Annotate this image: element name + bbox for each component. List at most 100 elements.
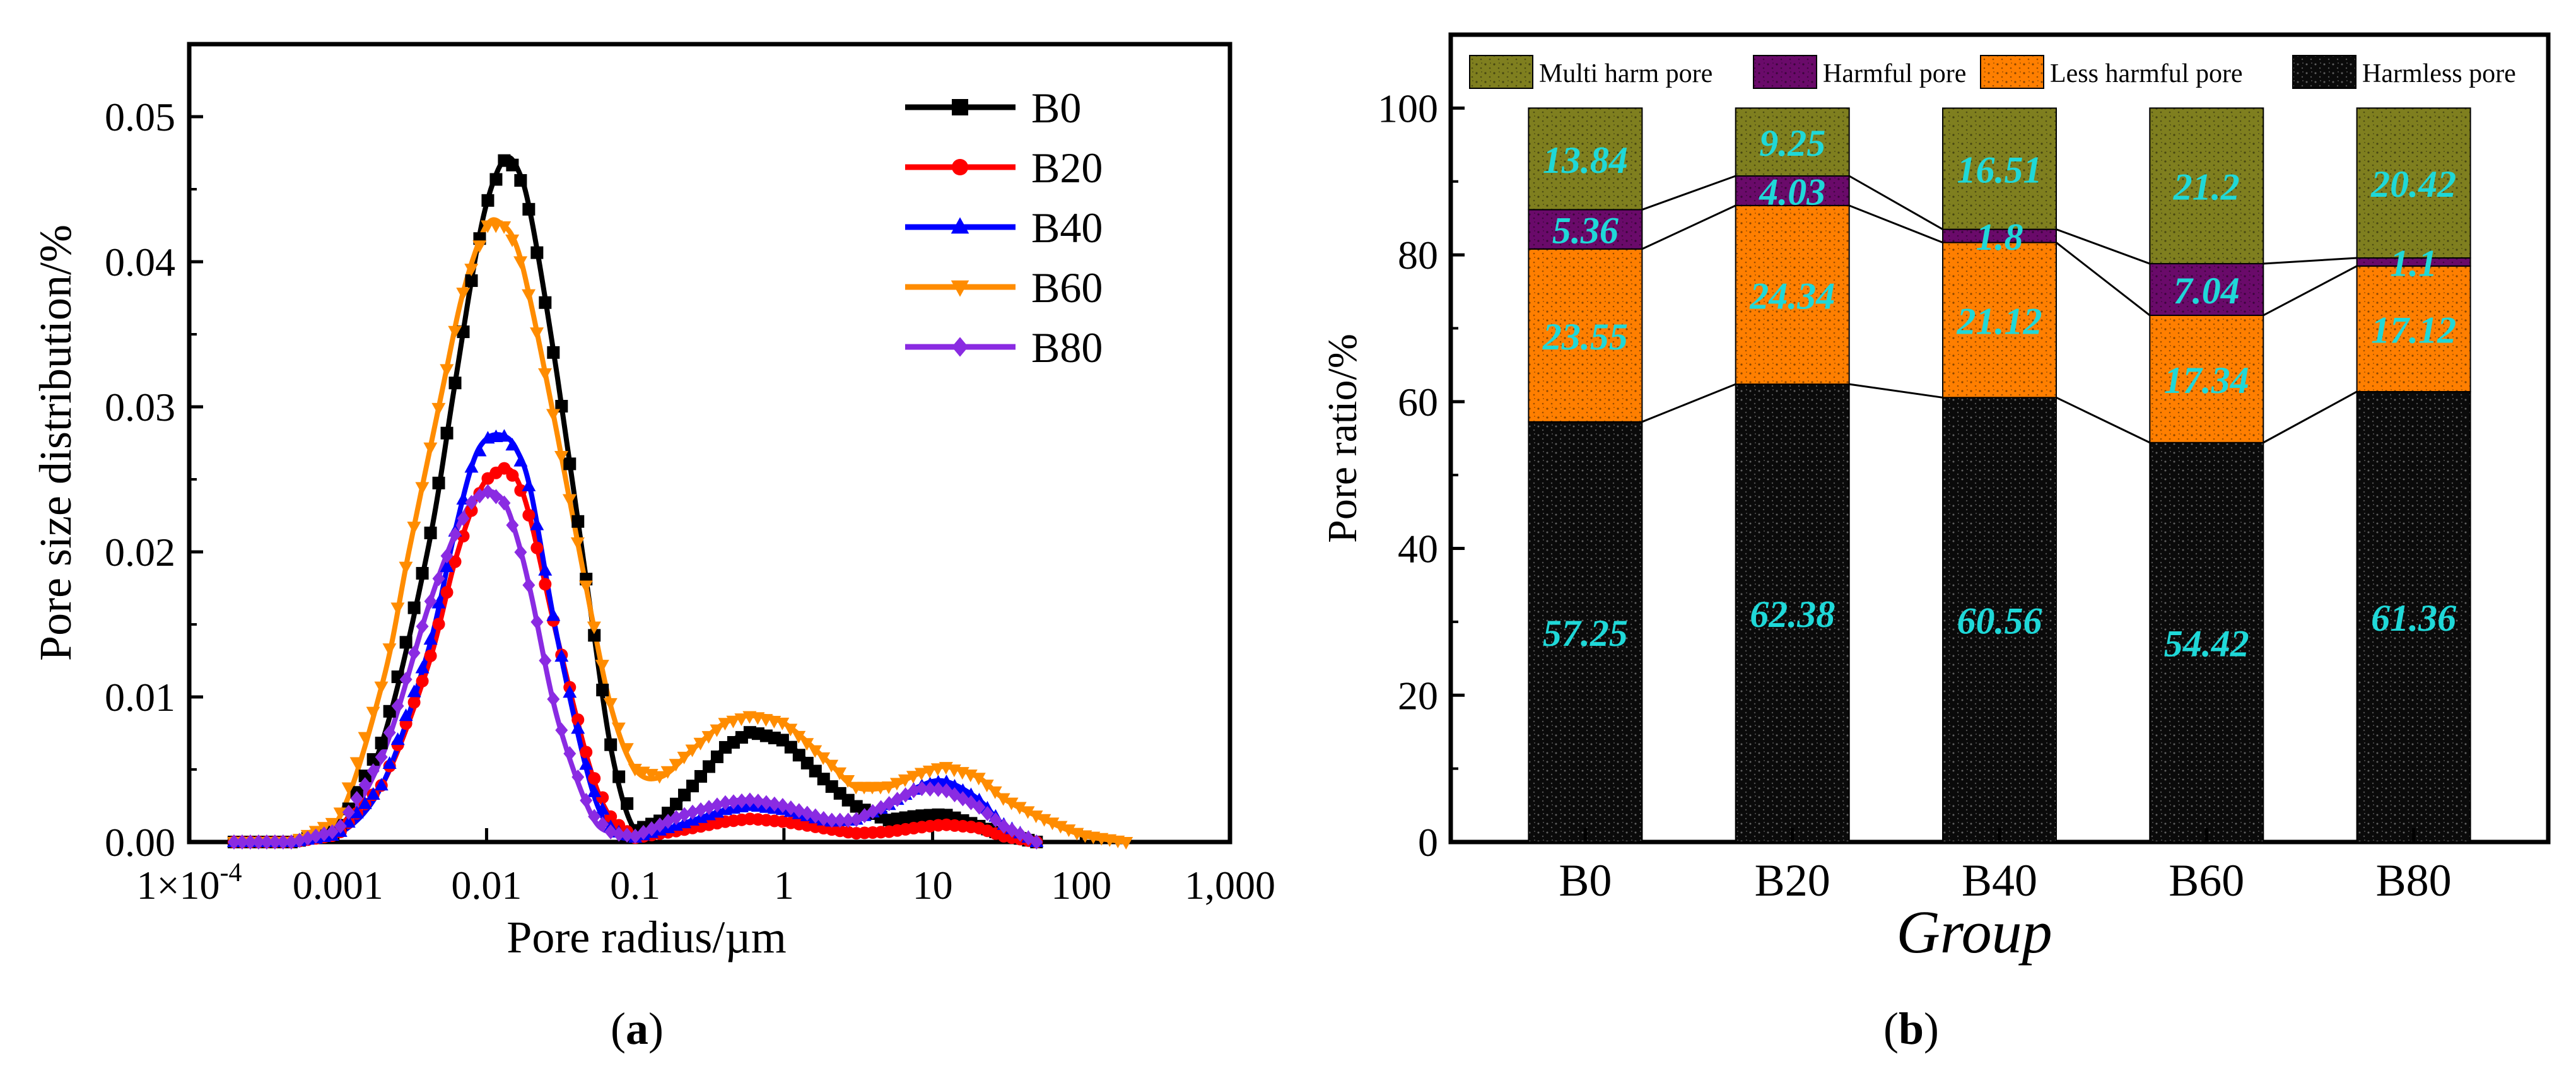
bar-b20-multi-harm-pore-texture — [1735, 107, 1850, 177]
bar-b60-harmful-pore-texture — [2149, 263, 2264, 316]
marker-b60 — [1021, 806, 1035, 819]
marker-b40 — [440, 559, 454, 573]
marker-b60 — [726, 715, 741, 728]
marker-b60 — [833, 767, 847, 780]
x-tick-label-b80: B80 — [2376, 855, 2452, 906]
marker-b80 — [621, 827, 634, 843]
connector-line — [2056, 242, 2151, 317]
legend-swatch-harmless-pore-texture — [2292, 55, 2356, 89]
marker-b0 — [563, 457, 577, 471]
marker-b0 — [416, 566, 429, 580]
marker-b80 — [989, 812, 1002, 827]
value-label-b40-harmful-pore: 1.8 — [1976, 216, 2023, 258]
x-axis-label-a: Pore radius/µm — [506, 912, 786, 962]
marker-b60 — [595, 660, 609, 673]
marker-b40 — [563, 685, 577, 698]
marker-b80 — [317, 826, 331, 842]
marker-b60 — [546, 409, 560, 422]
marker-b60 — [1062, 824, 1076, 838]
x-tick-label: 100 — [1051, 863, 1111, 908]
marker-b60 — [914, 768, 928, 781]
x-tick-label: 0.01 — [451, 863, 522, 908]
marker-b80 — [383, 725, 396, 740]
marker-b40 — [497, 429, 512, 442]
marker-b80 — [530, 614, 544, 630]
marker-b40 — [530, 517, 544, 530]
value-label-b80-less-harmful-pore: 17.12 — [2371, 309, 2456, 351]
marker-b60 — [669, 759, 683, 772]
value-label-b20-harmless-pore: 62.38 — [1750, 594, 1835, 635]
marker-b20 — [432, 617, 445, 631]
x-tick-label: 1 — [774, 863, 794, 908]
marker-b80 — [342, 804, 355, 820]
marker-b60 — [652, 771, 667, 784]
marker-b20 — [539, 578, 552, 591]
marker-b60 — [693, 737, 708, 751]
panel-label-b: (b) — [1883, 1003, 1939, 1054]
marker-b80 — [243, 834, 257, 850]
marker-b80 — [759, 795, 773, 810]
marker-b80 — [522, 577, 536, 593]
marker-b40 — [358, 796, 372, 809]
marker-b60 — [922, 765, 937, 778]
marker-b40 — [382, 756, 397, 769]
x-tick-label-b40: B40 — [1962, 855, 2037, 906]
marker-b60 — [358, 732, 372, 745]
marker-b0 — [596, 684, 609, 697]
marker-b20 — [580, 746, 593, 759]
bar-b0-harmless-pore-texture — [1528, 421, 1643, 843]
marker-b80 — [833, 812, 846, 828]
marker-b60 — [792, 730, 806, 744]
marker-b80 — [735, 793, 748, 809]
value-label-b60-multi-harm-pore: 21.2 — [2173, 167, 2240, 208]
marker-b60 — [497, 221, 512, 234]
marker-b20 — [424, 649, 437, 662]
marker-b60 — [980, 780, 994, 793]
marker-b40 — [587, 784, 602, 797]
bar-b80-less-harmful-pore-texture — [2356, 265, 2471, 392]
marker-b60 — [971, 773, 986, 786]
marker-b60 — [611, 722, 626, 735]
marker-b60 — [415, 482, 430, 495]
marker-b80 — [375, 749, 388, 765]
marker-b40 — [390, 732, 405, 746]
marker-b60 — [472, 240, 487, 254]
marker-b40 — [513, 453, 528, 467]
value-label-b80-harmless-pore: 61.36 — [2371, 597, 2456, 639]
marker-b80 — [571, 769, 585, 785]
marker-b20 — [530, 541, 544, 554]
value-label-b60-less-harmful-pore: 17.34 — [2164, 360, 2249, 401]
bar-b40-less-harmful-pore-texture — [1942, 242, 2057, 399]
marker-b0 — [571, 515, 585, 528]
marker-b80 — [596, 816, 609, 832]
connector-line — [2056, 228, 2150, 265]
marker-b80 — [358, 777, 372, 793]
marker-b40 — [595, 802, 610, 815]
marker-b60 — [1029, 810, 1043, 824]
x-tick-label: 1×10-4 — [136, 858, 242, 908]
value-label-b40-less-harmful-pore: 21.12 — [1957, 300, 2042, 342]
x-tick-label: 10 — [913, 863, 953, 908]
marker-b40 — [522, 478, 536, 491]
connector-line — [2263, 265, 2358, 317]
marker-b40 — [546, 608, 561, 621]
marker-b80 — [350, 791, 363, 807]
value-label-b0-harmful-pore: 5.36 — [1552, 210, 1619, 252]
x-tick-labels-a: 1×10-4 0.001 0.01 0.1 1 10 100 1,000 — [136, 858, 1275, 908]
bar-b60-harmless-pore-texture — [2149, 442, 2264, 843]
marker-b60 — [619, 743, 634, 756]
x-tick-labels-b: B0 B20 B40 B60 B80 — [1559, 828, 2452, 906]
x-tick-exponent: -4 — [220, 858, 242, 887]
marker-b0 — [399, 636, 413, 649]
marker-b60 — [906, 771, 920, 784]
marker-b60 — [889, 778, 904, 791]
marker-b40 — [947, 778, 962, 792]
marker-b60 — [1119, 837, 1133, 850]
marker-b80 — [563, 746, 577, 761]
marker-b60 — [660, 766, 675, 779]
marker-b60 — [881, 781, 896, 795]
value-label-b0-less-harmful-pore: 23.55 — [1542, 316, 1628, 358]
marker-b80 — [727, 794, 740, 810]
legend-label-b40: B40 — [1031, 204, 1103, 252]
